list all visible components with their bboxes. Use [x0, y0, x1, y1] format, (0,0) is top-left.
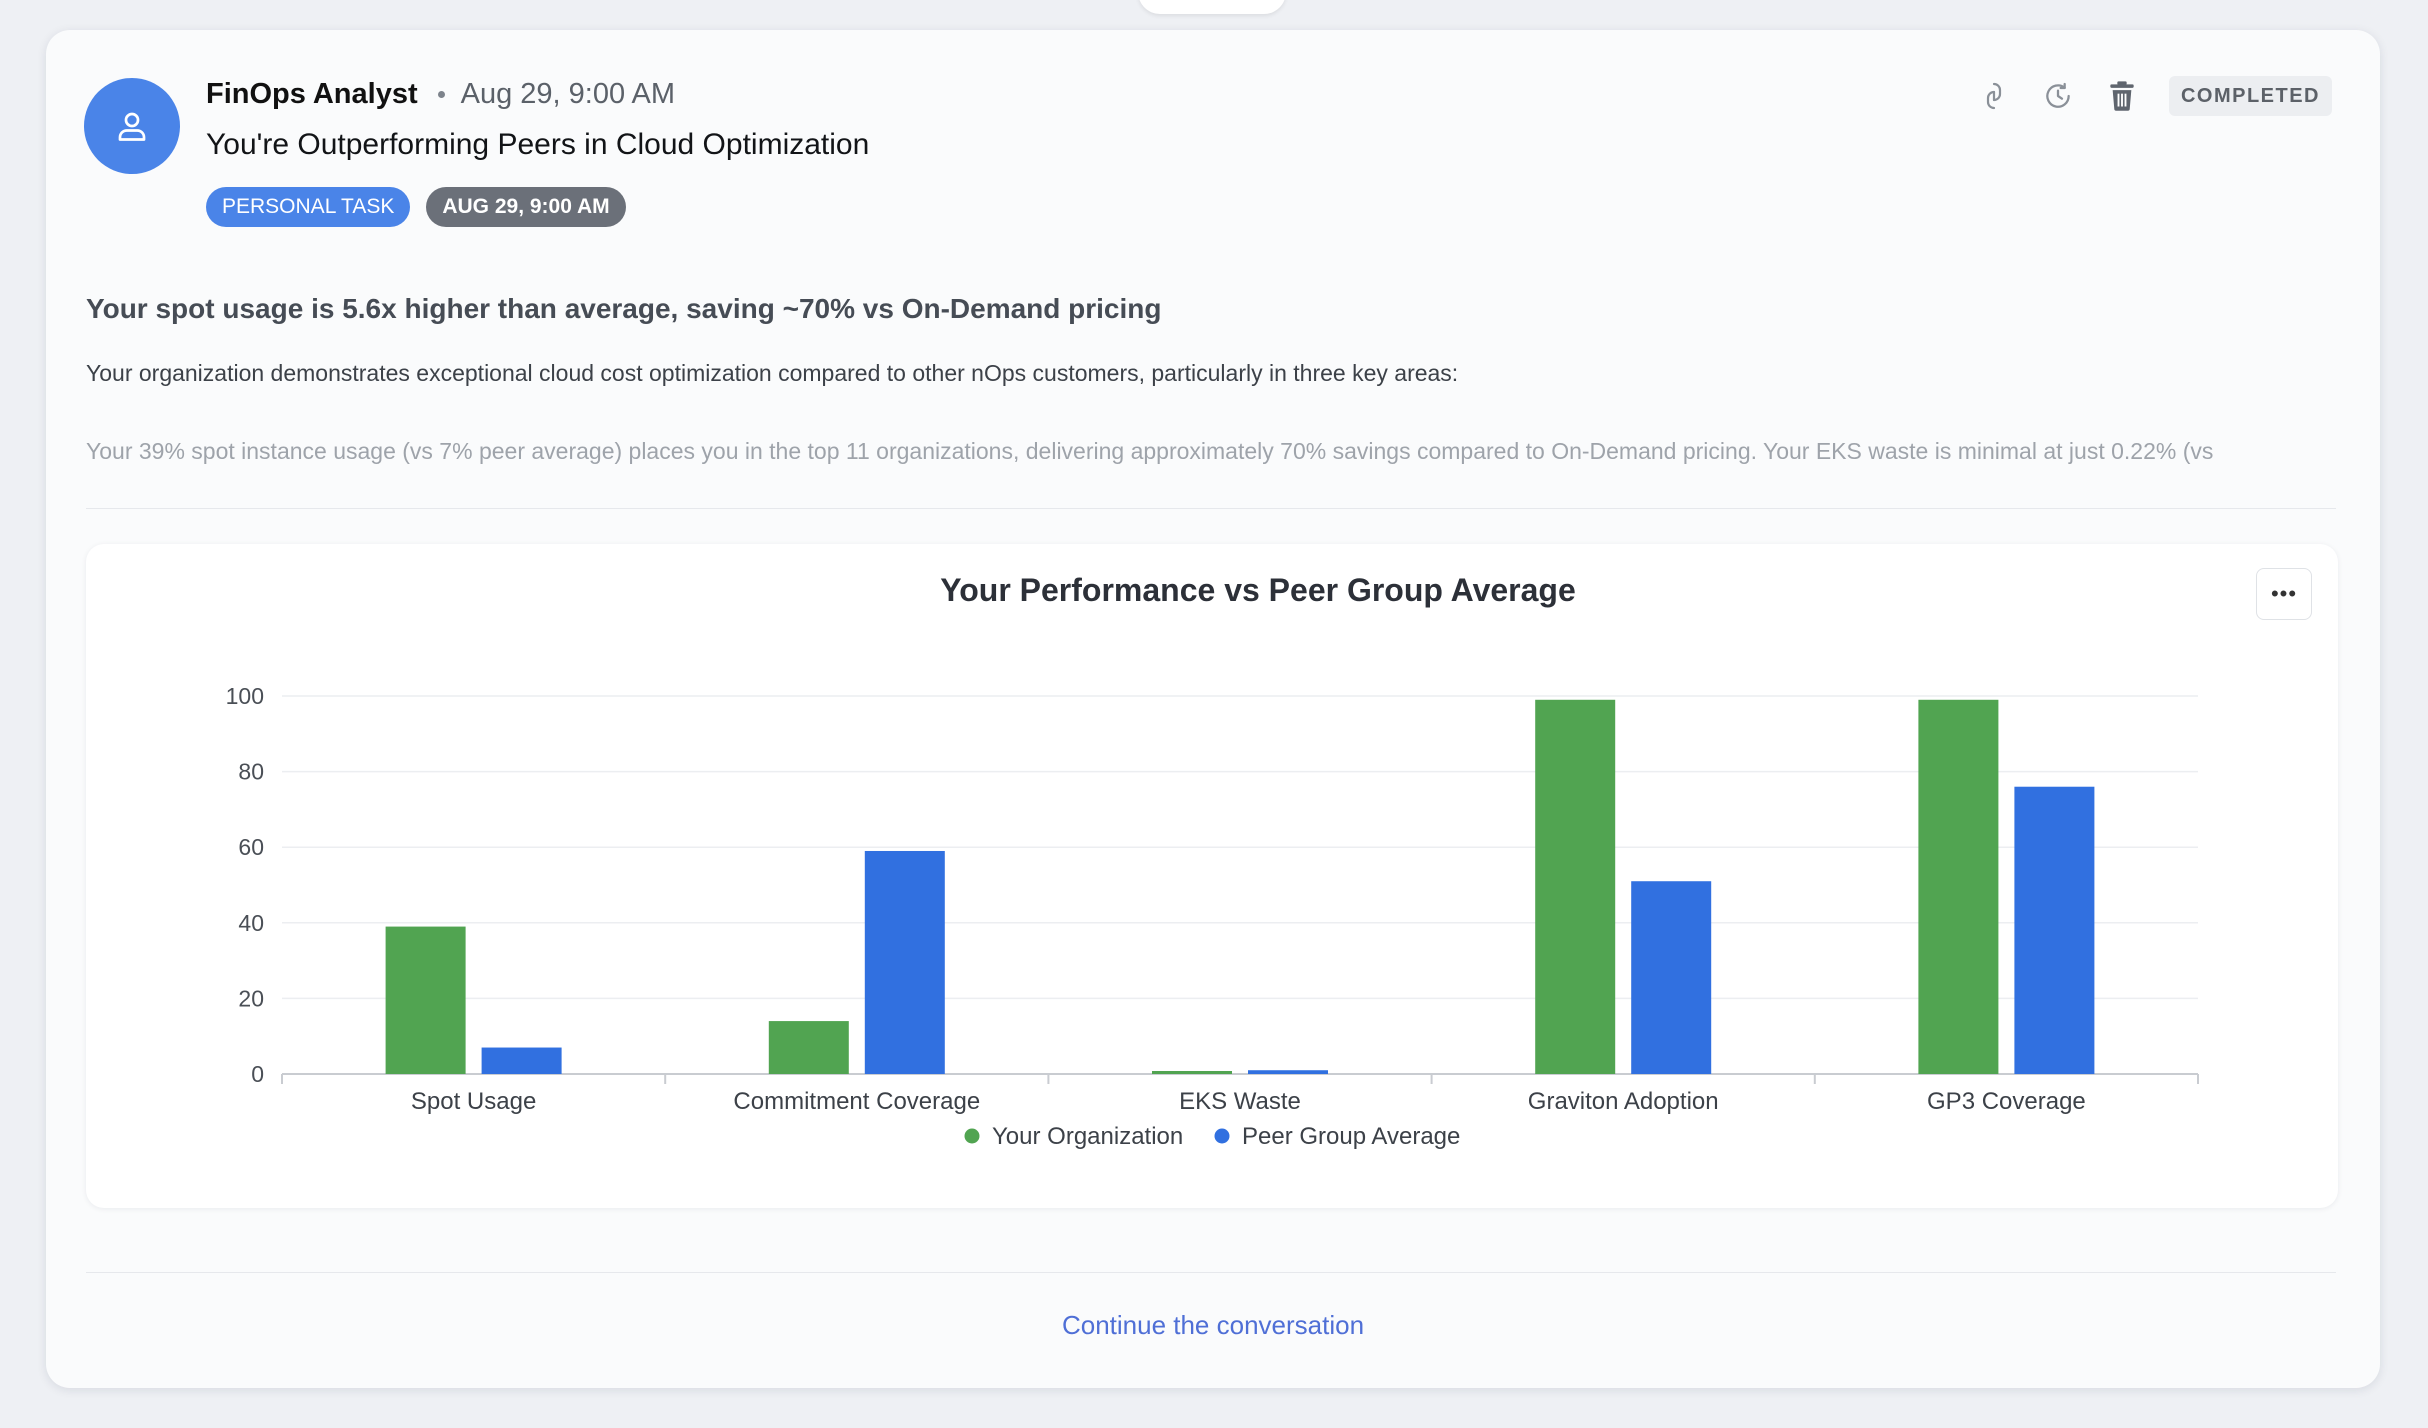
- task-type-tag: PERSONAL TASK: [206, 187, 411, 227]
- x-tick-label: Graviton Adoption: [1528, 1088, 1719, 1115]
- chart-bars: [385, 699, 2095, 1074]
- y-tick-label: 0: [251, 1061, 264, 1087]
- insight-card: FinOps Analyst Aug 29, 9:00 AM You're Ou…: [46, 30, 2380, 1388]
- chart-axis: 0 20 40 60 80 100 Spot Usage Commitment Coverag…: [226, 683, 2199, 1115]
- bar[interactable]: [1152, 1071, 1232, 1074]
- insight-intro: Your organization demonstrates exception…: [86, 360, 1459, 386]
- bar[interactable]: [768, 1021, 849, 1074]
- post-title: You're Outperforming Peers in Cloud Opti…: [206, 128, 870, 161]
- post-toolbar: COMPLETED: [1977, 76, 2332, 116]
- bar[interactable]: [1631, 881, 1712, 1074]
- bar[interactable]: [1248, 1070, 1328, 1074]
- more-horizontal-icon: •••: [2270, 581, 2298, 606]
- x-tick-label: Spot Usage: [411, 1088, 536, 1115]
- user-icon: [118, 112, 146, 141]
- chart-legend: Your Organization Peer Group Average: [964, 1123, 1460, 1150]
- divider: [86, 508, 2336, 509]
- y-tick-label: 20: [238, 985, 264, 1011]
- bar-chart: Your Performance vs Peer Group Average 0…: [226, 572, 2199, 1150]
- insight-preview: Your 39% spot instance usage (vs 7% peer…: [86, 438, 2214, 464]
- sync-icon[interactable]: [2041, 78, 2075, 114]
- tag-list: PERSONAL TASK AUG 29, 9:00 AM: [206, 187, 626, 227]
- bar[interactable]: [385, 926, 466, 1074]
- legend-marker: [1214, 1128, 1230, 1144]
- status-badge: COMPLETED: [2168, 76, 2332, 116]
- bar[interactable]: [1918, 699, 1999, 1074]
- divider: [86, 1272, 2336, 1273]
- continue-conversation-link[interactable]: Continue the conversation: [1061, 1310, 1365, 1340]
- x-tick-label: Commitment Coverage: [733, 1088, 980, 1115]
- top-tab: [1138, 0, 1286, 14]
- y-tick-label: 80: [238, 759, 264, 785]
- y-tick-label: 40: [238, 910, 264, 936]
- chart-more-button[interactable]: •••: [2256, 568, 2312, 620]
- y-tick-label: 100: [226, 683, 264, 709]
- link-icon[interactable]: [1977, 78, 2011, 114]
- author-row: FinOps Analyst Aug 29, 9:00 AM: [206, 78, 675, 111]
- date-tag: AUG 29, 9:00 AM: [426, 187, 626, 227]
- legend-label[interactable]: Your Organization: [992, 1123, 1183, 1150]
- post-timestamp: Aug 29, 9:00 AM: [460, 78, 676, 110]
- bar[interactable]: [481, 1047, 562, 1074]
- avatar: [84, 78, 180, 174]
- x-tick-label: GP3 Coverage: [1927, 1088, 2086, 1115]
- bar[interactable]: [2014, 786, 2095, 1074]
- separator-dot: [437, 91, 445, 98]
- insight-headline: Your spot usage is 5.6x higher than aver…: [86, 293, 1162, 324]
- chart-title: Your Performance vs Peer Group Average: [940, 572, 1576, 608]
- chart-grid: [282, 695, 2198, 1075]
- legend-marker: [964, 1128, 980, 1144]
- bar[interactable]: [1535, 699, 1616, 1074]
- chart-panel: Your Performance vs Peer Group Average 0…: [86, 544, 2338, 1208]
- x-tick-label: EKS Waste: [1179, 1088, 1301, 1115]
- y-tick-label: 60: [238, 834, 264, 860]
- bar[interactable]: [864, 850, 945, 1074]
- legend-label[interactable]: Peer Group Average: [1242, 1123, 1460, 1150]
- trash-icon[interactable]: [2105, 78, 2139, 114]
- author-name: FinOps Analyst: [206, 78, 418, 110]
